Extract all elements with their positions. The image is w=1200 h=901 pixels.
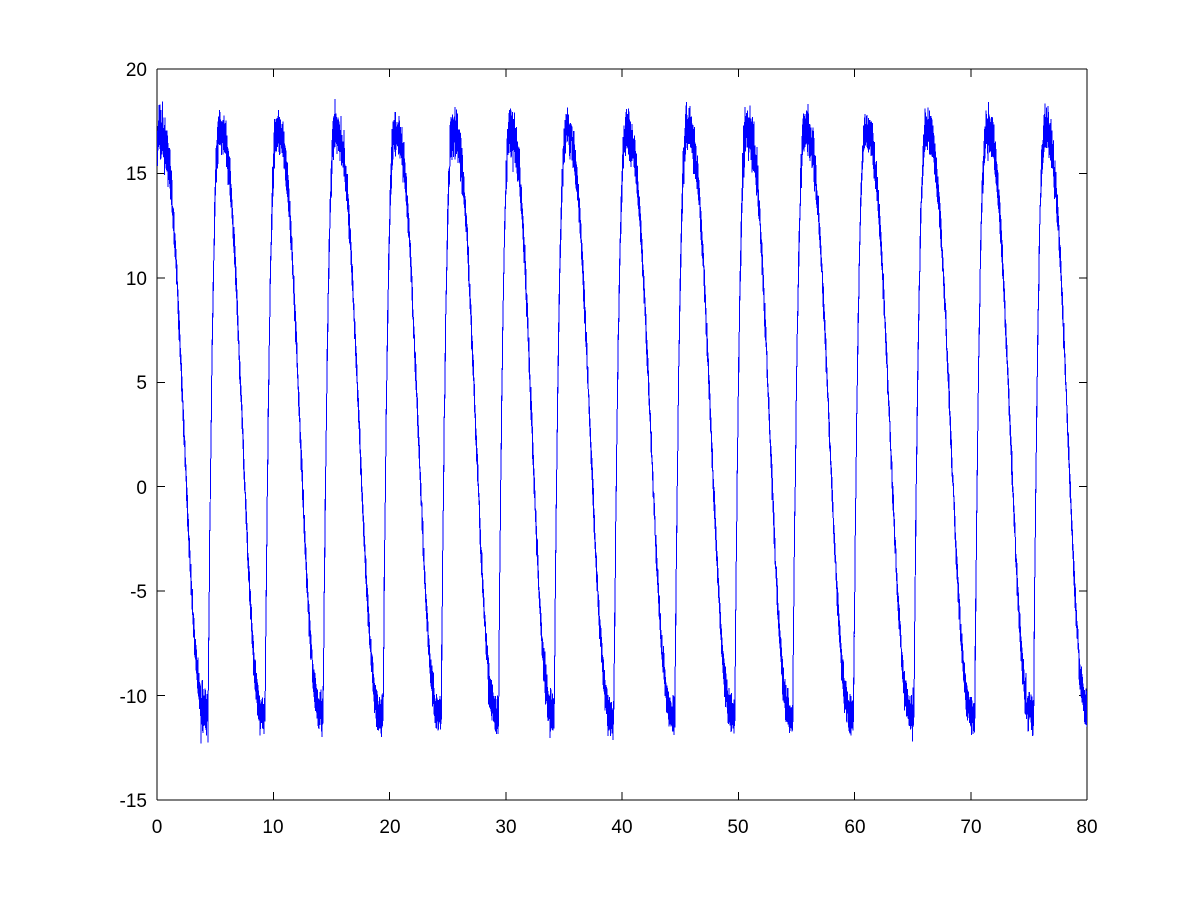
svg-text:10: 10 [262,817,283,838]
svg-text:5: 5 [136,373,147,394]
svg-text:30: 30 [495,817,516,838]
svg-text:-5: -5 [130,582,147,603]
svg-text:70: 70 [960,817,981,838]
svg-text:40: 40 [611,817,632,838]
svg-text:60: 60 [844,817,865,838]
svg-text:15: 15 [126,164,147,185]
svg-text:20: 20 [126,60,147,81]
svg-text:-15: -15 [120,791,147,812]
svg-text:0: 0 [136,478,147,499]
svg-text:0: 0 [152,817,163,838]
svg-text:80: 80 [1076,817,1097,838]
svg-text:20: 20 [379,817,400,838]
svg-text:-10: -10 [120,687,147,708]
svg-text:10: 10 [126,269,147,290]
svg-text:50: 50 [727,817,748,838]
